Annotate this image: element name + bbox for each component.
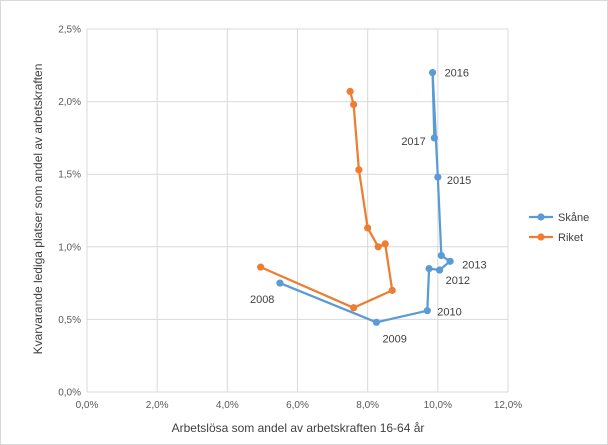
data-point-riket: [350, 304, 358, 312]
data-label-sk-ne: 2017: [401, 136, 425, 148]
series-layer: [257, 68, 454, 326]
legend: Skåne Riket: [529, 212, 589, 244]
data-label-sk-ne: 2008: [250, 294, 274, 306]
data-point-sk-ne: [276, 279, 284, 287]
data-label-sk-ne: 2012: [446, 275, 470, 287]
x-tick-label: 0,0%: [76, 400, 99, 411]
x-tick-label: 2,0%: [146, 400, 169, 411]
x-axis-title: Arbetslösa som andel av arbetskraften 16…: [172, 421, 425, 435]
data-point-sk-ne: [423, 307, 431, 315]
data-label-sk-ne: 2015: [447, 175, 471, 187]
series-line-riket: [260, 91, 394, 309]
data-point-sk-ne: [437, 251, 445, 260]
data-point-sk-ne: [428, 68, 437, 77]
data-point-riket: [355, 166, 363, 174]
legend-marker-riket: [537, 233, 545, 241]
data-point-sk-ne: [446, 257, 454, 265]
y-axis-title: Kvarvarande lediga platser som andel av …: [31, 64, 45, 355]
data-point-riket: [364, 224, 372, 232]
y-tick-label: 1,0%: [58, 242, 81, 253]
data-point-riket: [374, 243, 382, 251]
x-tick-label: 12,0%: [494, 400, 522, 411]
y-tick-label: 2,0%: [58, 97, 81, 108]
y-tick-label: 1,5%: [58, 170, 81, 181]
data-label-sk-ne: 2013: [462, 259, 486, 271]
axes: 0,0% 0,5% 1,0% 1,5% 2,0% 2,5% 0,0% 2,0% 4,0% 6,0%…: [58, 25, 522, 412]
data-point-riket: [388, 286, 396, 294]
x-tick-label: 8,0%: [356, 400, 379, 411]
x-tick-label: 4,0%: [216, 400, 239, 411]
y-tick-label: 0,5%: [58, 315, 81, 326]
data-point-sk-ne: [435, 266, 444, 274]
data-label-sk-ne: 2016: [445, 68, 469, 80]
data-point-sk-ne: [372, 318, 381, 326]
data-point-riket: [381, 240, 389, 248]
x-tick-label: 6,0%: [286, 400, 309, 411]
data-label-sk-ne: 2010: [437, 307, 461, 319]
point-labels: 2008 2009 2010 2012 2013 2015 2016 2017: [250, 68, 487, 346]
data-point-riket: [346, 87, 354, 96]
y-tick-label: 0,0%: [58, 388, 81, 399]
data-point-riket: [257, 263, 265, 271]
legend-label-sk-ne: Skåne: [558, 212, 589, 224]
data-label-sk-ne: 2009: [382, 333, 406, 345]
x-tick-label: 10,0%: [424, 400, 452, 411]
y-tick-label: 2,5%: [58, 25, 81, 36]
data-point-sk-ne: [425, 264, 433, 273]
legend-marker-sk-ne: [537, 213, 545, 221]
legend-label-riket: Riket: [558, 232, 583, 244]
data-point-sk-ne: [430, 134, 438, 142]
data-point-sk-ne: [434, 173, 442, 181]
gridlines: [86, 28, 509, 393]
data-point-riket: [350, 100, 358, 109]
series-line-sk-ne: [279, 71, 452, 324]
